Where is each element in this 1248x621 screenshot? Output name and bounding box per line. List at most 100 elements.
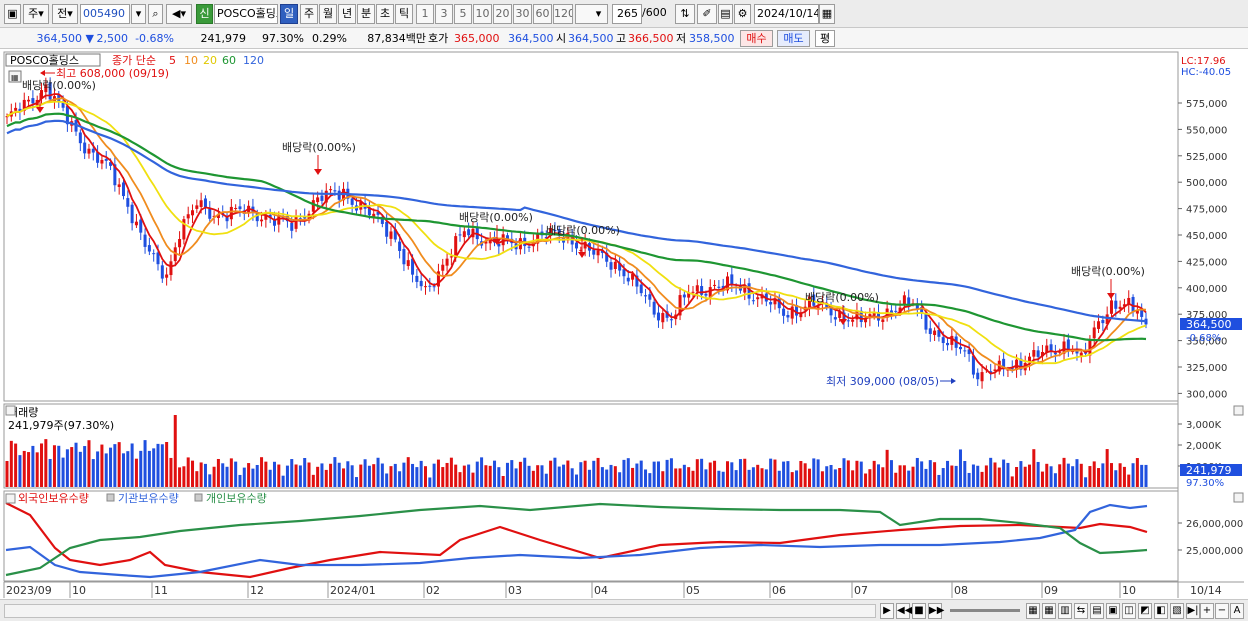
tool-icon-4[interactable]: ⇆	[1074, 603, 1088, 619]
x-axis-label: 09	[1044, 584, 1058, 597]
settings-icon[interactable]: ⚙	[734, 4, 751, 24]
interval-1-button[interactable]: 1	[416, 4, 434, 24]
volume-bar	[324, 469, 328, 487]
period-week-button[interactable]: 주	[300, 4, 318, 24]
speaker-icon[interactable]: ◀▾	[166, 4, 192, 24]
code-dropdown-icon[interactable]: ▾	[131, 4, 146, 24]
candle-body	[160, 265, 164, 279]
interval-custom-select[interactable]: ▾	[575, 4, 608, 24]
tool-icon-7[interactable]: ◫	[1122, 603, 1136, 619]
chart-tools-icon[interactable]: ⇅	[675, 4, 695, 24]
period-second-button[interactable]: 초	[376, 4, 394, 24]
eval-button[interactable]: 평	[815, 30, 835, 47]
candle-body	[527, 246, 531, 248]
volume-bar	[531, 470, 535, 487]
interval-10-button[interactable]: 10	[473, 4, 492, 24]
interval-120-button[interactable]: 120	[553, 4, 573, 24]
search-icon[interactable]: ⌕	[148, 4, 163, 24]
tool-icon-5[interactable]: ▤	[1090, 603, 1104, 619]
volume-bar	[169, 457, 173, 487]
volume-bar	[178, 467, 182, 487]
candle-body	[109, 162, 113, 166]
interval-5-button[interactable]: 5	[454, 4, 472, 24]
draw-tools-icon[interactable]: ✐	[697, 4, 717, 24]
zoom-in-button[interactable]: +	[1200, 603, 1214, 619]
top-toolbar: ▣ 주▾ 전▾ 005490 ▾ ⌕ ◀▾ 신 POSCO홀딩스 일 주 월 년…	[0, 0, 1248, 28]
holdings-panel-close-icon[interactable]	[1233, 492, 1244, 503]
stock-chart[interactable]: 575,000 550,000 525,000 500,000 475,000 450,0…	[0, 50, 1248, 599]
stop-icon[interactable]: ■	[912, 603, 926, 619]
holdings-y-tick-label: 26,000,000	[1186, 519, 1243, 530]
interval-20-button[interactable]: 20	[493, 4, 512, 24]
period-day-button[interactable]: 일	[280, 4, 298, 24]
tool-icon-1[interactable]: ▦	[1026, 603, 1040, 619]
candle-body	[130, 204, 134, 224]
date-input[interactable]: 2024/10/14	[754, 4, 819, 24]
scroll-next-icon[interactable]: ▶▶	[928, 603, 944, 619]
volume-bar	[941, 468, 945, 487]
candle-body	[156, 252, 160, 265]
volume-bar	[760, 468, 764, 487]
interval-30-button[interactable]: 30	[513, 4, 532, 24]
tool-icon-9[interactable]: ◧	[1154, 603, 1168, 619]
period-month-button[interactable]: 월	[319, 4, 337, 24]
volume-bar	[661, 471, 665, 487]
period-minute-button[interactable]: 분	[357, 4, 375, 24]
volume-bar	[1131, 463, 1135, 487]
tool-icon-3[interactable]: ▥	[1058, 603, 1072, 619]
volume-bar	[372, 464, 376, 487]
compare-select[interactable]: 전▾	[52, 4, 78, 24]
volume-panel-menu-icon[interactable]	[5, 405, 16, 416]
volume-panel-title: 거래량	[8, 406, 38, 419]
zoom-out-button[interactable]: −	[1215, 603, 1229, 619]
new-button[interactable]: 신	[196, 4, 213, 24]
volume-panel-close-icon[interactable]	[1233, 405, 1244, 416]
volume-bar	[411, 463, 415, 487]
candle-body	[971, 355, 975, 375]
candle-body	[751, 300, 755, 302]
volume-bar	[143, 440, 147, 487]
sell-button[interactable]: 매도	[777, 30, 810, 47]
holdings-panel-menu-icon[interactable]	[5, 493, 16, 504]
candle-body	[889, 310, 893, 313]
panel-settings-icon[interactable]	[8, 70, 22, 83]
candle-body	[367, 207, 371, 216]
volume-bar	[540, 465, 544, 487]
interval-60-button[interactable]: 60	[533, 4, 552, 24]
buy-button[interactable]: 매수	[740, 30, 773, 47]
candle-body	[27, 99, 31, 102]
holdings-line-3	[5, 502, 1148, 577]
candle-body	[411, 258, 415, 275]
auto-scale-button[interactable]: A	[1230, 603, 1244, 619]
volume-bar	[717, 470, 721, 487]
legend-institution-holdings: 기관보유수량	[118, 492, 179, 505]
horizontal-scrollbar[interactable]	[4, 604, 876, 618]
candle-body	[661, 313, 665, 323]
period-select[interactable]: 주▾	[23, 4, 49, 24]
code-input[interactable]: 005490	[80, 4, 130, 24]
volume-bar	[290, 459, 294, 487]
interval-3-button[interactable]: 3	[435, 4, 453, 24]
volume-bar	[644, 469, 648, 487]
candle-body	[501, 234, 505, 246]
volume-bar	[635, 463, 639, 487]
tool-icon-2[interactable]: ▦	[1042, 603, 1056, 619]
volume-bar	[721, 471, 725, 487]
count-input[interactable]: 265	[612, 4, 642, 24]
candle-body	[902, 295, 906, 306]
tool-icon-8[interactable]: ◩	[1138, 603, 1152, 619]
tool-icon-6[interactable]: ▣	[1106, 603, 1120, 619]
save-icon[interactable]: ▤	[718, 4, 733, 24]
candle-body	[1140, 308, 1144, 317]
tool-icon-10[interactable]: ▧	[1170, 603, 1184, 619]
period-tick-button[interactable]: 틱	[395, 4, 413, 24]
scroll-right-icon[interactable]: ▶	[880, 603, 894, 619]
period-year-button[interactable]: 년	[338, 4, 356, 24]
volume-bar	[389, 466, 393, 487]
window-icon[interactable]: ▣	[4, 4, 21, 24]
scroll-end-icon[interactable]: ▶|	[1186, 603, 1200, 619]
calendar-icon[interactable]: ▦	[819, 4, 835, 24]
volume-bar	[734, 470, 738, 487]
scroll-prev-icon[interactable]: ◀◀	[896, 603, 912, 619]
zoom-slider[interactable]	[950, 609, 1020, 612]
